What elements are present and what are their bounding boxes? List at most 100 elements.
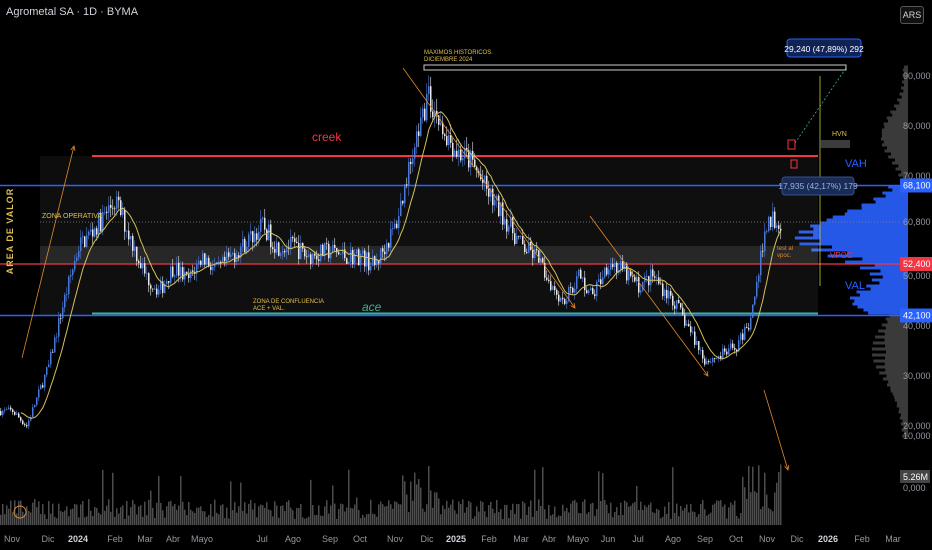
volume-bar bbox=[174, 503, 176, 525]
volume-bar bbox=[430, 490, 432, 525]
volume-bar bbox=[776, 482, 778, 525]
volume-bar bbox=[230, 481, 232, 525]
candle bbox=[646, 276, 648, 278]
profile-row bbox=[884, 362, 908, 366]
profile-row bbox=[811, 248, 908, 252]
candle bbox=[166, 281, 168, 285]
candle bbox=[270, 224, 272, 248]
candle bbox=[538, 250, 540, 263]
volume-bar bbox=[128, 515, 130, 525]
volume-bar bbox=[74, 503, 76, 525]
candle bbox=[486, 175, 488, 189]
candle bbox=[356, 249, 358, 255]
candle bbox=[474, 159, 476, 167]
candle bbox=[364, 250, 366, 267]
volume-bar bbox=[542, 467, 544, 525]
candle bbox=[212, 266, 214, 271]
candle bbox=[382, 248, 384, 252]
volume-bar bbox=[68, 516, 70, 525]
profile-row bbox=[887, 146, 908, 150]
volume-bar bbox=[306, 517, 308, 525]
volume-bar bbox=[310, 479, 312, 525]
target-box bbox=[786, 38, 862, 58]
candle bbox=[44, 374, 46, 388]
volume-bar bbox=[58, 503, 60, 525]
candle bbox=[552, 286, 554, 291]
volume-bar bbox=[484, 511, 486, 525]
volume-bars bbox=[0, 464, 782, 525]
volume-bar bbox=[112, 472, 114, 525]
volume-bar bbox=[198, 507, 200, 525]
price-tick-6: 30,000 bbox=[903, 371, 931, 381]
candle bbox=[296, 241, 298, 244]
candle bbox=[754, 296, 756, 305]
volume-bar bbox=[322, 515, 324, 525]
candle bbox=[690, 326, 692, 333]
volume-bar bbox=[772, 511, 774, 525]
dividend-icon bbox=[13, 505, 27, 519]
candle bbox=[572, 287, 574, 293]
vah-label: VAH bbox=[845, 158, 867, 170]
trend-arrow-down-3-head bbox=[784, 464, 790, 471]
candle bbox=[22, 420, 24, 425]
projection-line bbox=[794, 67, 847, 144]
volume-bar bbox=[452, 499, 454, 525]
volume-bar bbox=[272, 516, 274, 525]
candle bbox=[588, 290, 590, 294]
volume-bar bbox=[510, 510, 512, 525]
candle bbox=[342, 249, 344, 255]
candle bbox=[514, 233, 516, 244]
volume-bar bbox=[66, 506, 68, 525]
candle bbox=[518, 235, 520, 237]
profile-row bbox=[794, 236, 908, 240]
volume-bar bbox=[648, 504, 650, 525]
time-tick-12: Dic bbox=[421, 534, 434, 544]
candle bbox=[98, 212, 100, 235]
volume-bar bbox=[252, 509, 254, 525]
candle bbox=[406, 184, 408, 186]
candle bbox=[452, 142, 454, 157]
candle bbox=[428, 86, 430, 94]
volume-bar bbox=[630, 505, 632, 525]
candles bbox=[0, 75, 782, 430]
profile-row bbox=[873, 359, 908, 363]
candle bbox=[388, 243, 390, 248]
volume-bar bbox=[224, 518, 226, 525]
time-tick-14: Feb bbox=[481, 534, 497, 544]
ace-label: ace bbox=[362, 300, 382, 314]
candle bbox=[100, 212, 102, 232]
volume-bar bbox=[450, 504, 452, 525]
profile-row bbox=[852, 302, 908, 306]
volume-bar bbox=[444, 509, 446, 525]
candle bbox=[528, 242, 530, 253]
volume-bar bbox=[678, 516, 680, 525]
candle bbox=[192, 270, 194, 272]
profile-row bbox=[881, 128, 908, 132]
volume-bar bbox=[240, 482, 242, 525]
candle bbox=[372, 256, 374, 266]
volume-bar bbox=[634, 502, 636, 525]
candle bbox=[600, 279, 602, 285]
candle bbox=[574, 288, 576, 293]
candle bbox=[534, 249, 536, 259]
currency-button[interactable]: ARS bbox=[900, 6, 924, 24]
volume-bar bbox=[12, 512, 14, 525]
candle bbox=[162, 281, 164, 293]
volume-bar bbox=[100, 514, 102, 525]
volume-bar bbox=[28, 511, 30, 525]
candle bbox=[324, 243, 326, 257]
volume-bar bbox=[64, 510, 66, 525]
candle bbox=[558, 294, 560, 302]
profile-row bbox=[880, 137, 908, 141]
volume-bar bbox=[350, 507, 352, 525]
candle bbox=[664, 289, 666, 297]
time-tick-16: Abr bbox=[542, 534, 556, 544]
volume-bar bbox=[508, 518, 510, 525]
candle bbox=[366, 252, 368, 267]
profile-row bbox=[883, 140, 908, 144]
candle bbox=[140, 263, 142, 269]
profile-row bbox=[885, 368, 908, 372]
candle bbox=[444, 134, 446, 137]
ma-line bbox=[20, 111, 782, 419]
